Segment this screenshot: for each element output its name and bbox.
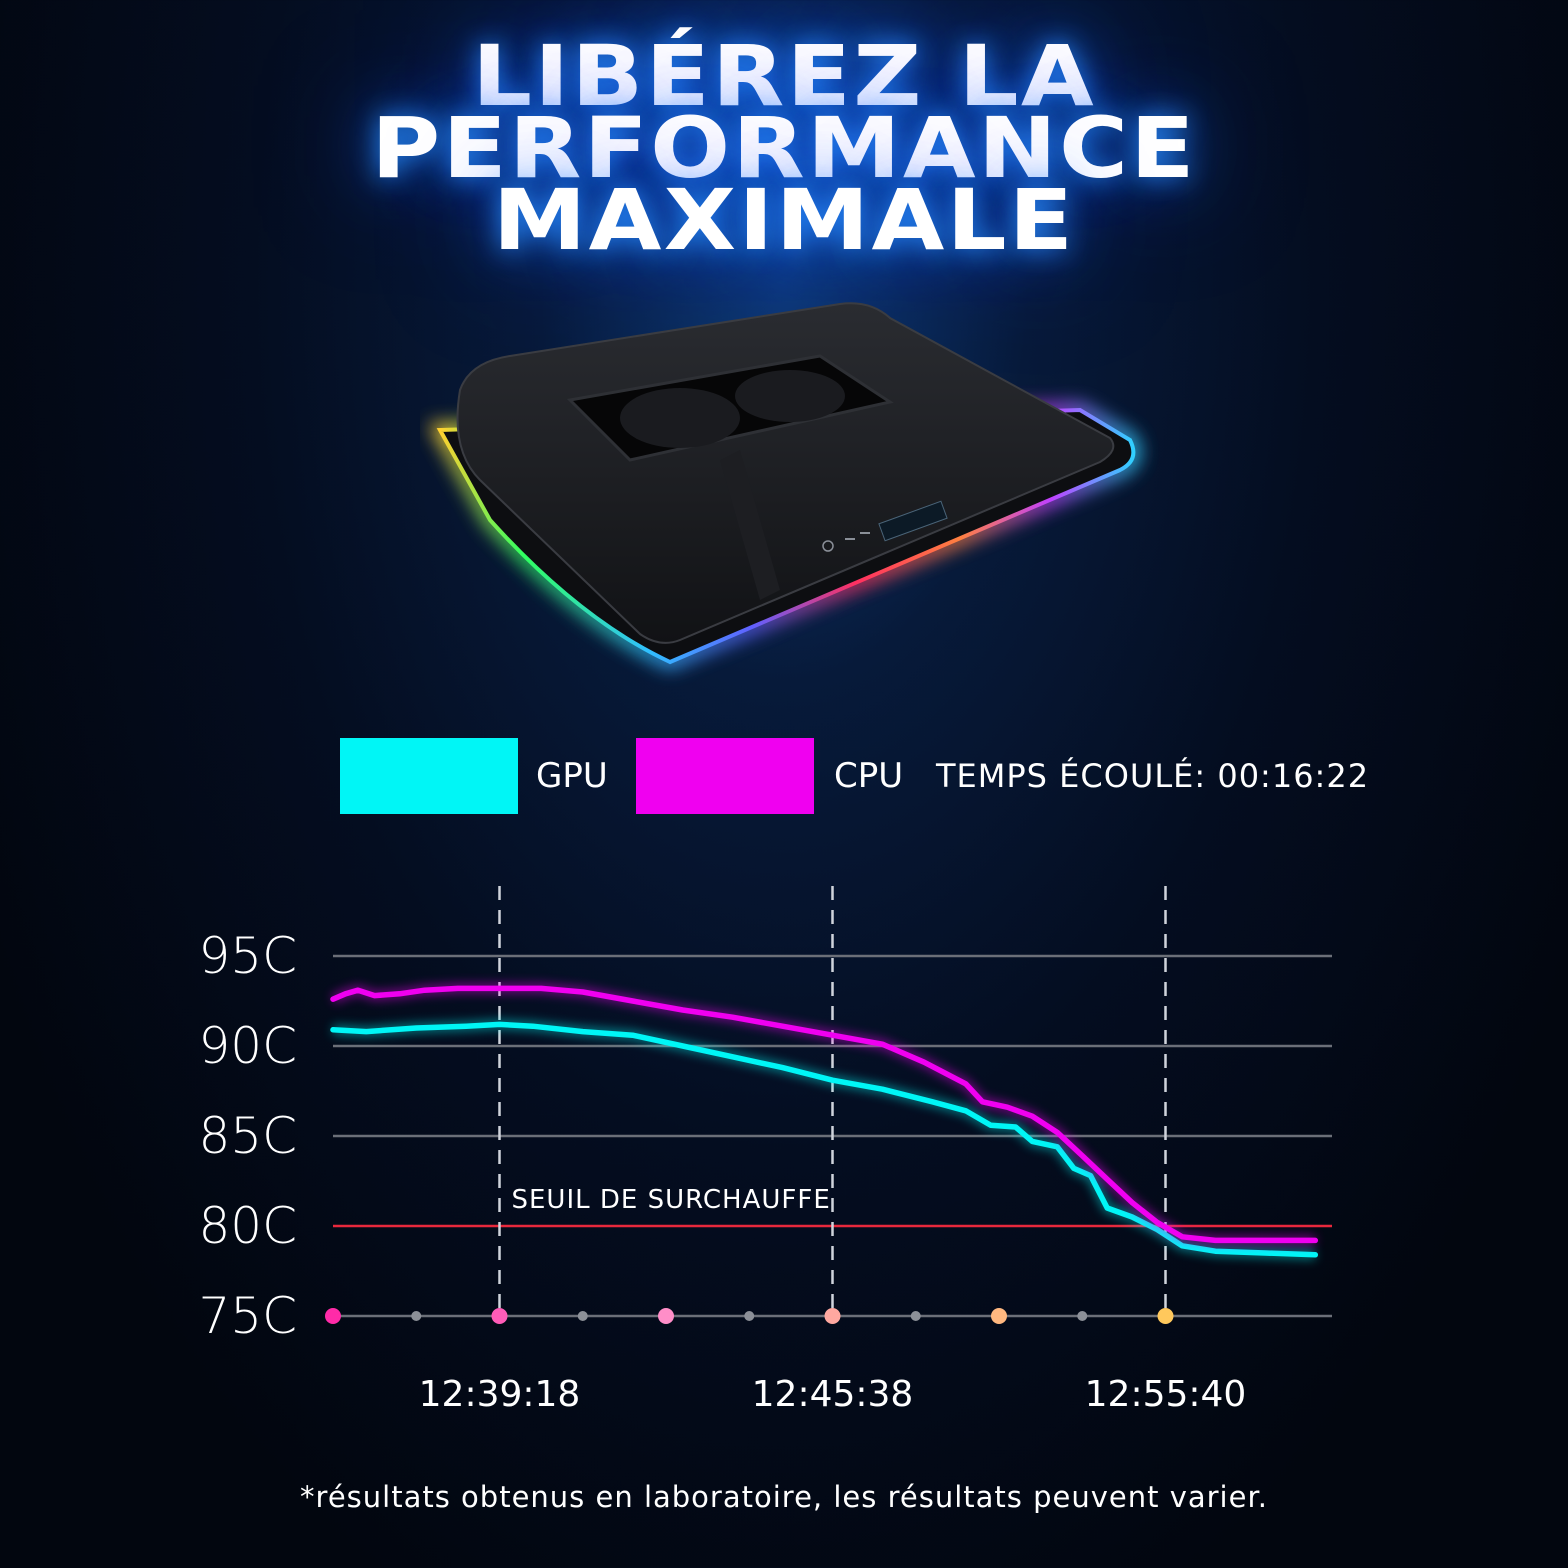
axis-dot-major xyxy=(658,1308,674,1324)
headline-line-2: PERFORMANCE xyxy=(371,99,1197,197)
y-tick-label: 80C xyxy=(198,1197,297,1255)
axis-dot-major xyxy=(325,1308,341,1324)
laptop-cooling-pad-image xyxy=(428,302,1141,670)
series-line-gpu xyxy=(330,1021,1319,1258)
axis-dot-major xyxy=(491,1308,508,1324)
temperature-line-chart: 95C 90C 85C 80C 75C SEUIL DE SURCHAUFFE 12:39:… xyxy=(198,886,1332,1415)
axis-dot-minor xyxy=(577,1311,588,1321)
x-tick-label: 12:39:18 xyxy=(419,1374,581,1415)
cpu-legend-label: CPU xyxy=(834,756,904,796)
axis-dot-minor xyxy=(1077,1311,1088,1321)
gpu-legend-swatch xyxy=(340,738,518,814)
headline-line-3: MAXIMALE xyxy=(492,171,1076,269)
elapsed-time-label: TEMPS ÉCOULÉ: 00:16:22 xyxy=(936,757,1370,795)
footnote: *résultats obtenus en laboratoire, les r… xyxy=(300,1480,1268,1514)
y-tick-label: 85C xyxy=(198,1107,297,1165)
threshold-annotation: SEUIL DE SURCHAUFFE xyxy=(512,1185,831,1215)
y-tick-label: 90C xyxy=(198,1017,297,1075)
axis-dot-major xyxy=(991,1308,1007,1324)
y-tick-label: 75C xyxy=(198,1287,297,1345)
chart-legend: GPU CPU TEMPS ÉCOULÉ: 00:16:22 xyxy=(340,738,1380,814)
axis-dot-minor xyxy=(910,1311,921,1321)
x-tick-label: 12:55:40 xyxy=(1085,1374,1247,1415)
series-glow-gpu xyxy=(332,1019,1316,1260)
headline: LIBÉREZ LA PERFORMANCE MAXIMALE xyxy=(0,27,1568,269)
gpu-legend-label: GPU xyxy=(536,756,608,796)
axis-dot-minor xyxy=(744,1311,755,1321)
axis-dot-minor xyxy=(411,1311,422,1321)
axis-dot-major xyxy=(1157,1308,1174,1324)
cpu-legend-swatch xyxy=(636,738,814,814)
y-tick-label: 95C xyxy=(198,927,297,985)
series-line-cpu xyxy=(330,985,1319,1244)
headline-line-1: LIBÉREZ LA xyxy=(472,27,1096,125)
x-tick-label: 12:45:38 xyxy=(752,1374,914,1415)
axis-dot-major xyxy=(824,1308,841,1324)
